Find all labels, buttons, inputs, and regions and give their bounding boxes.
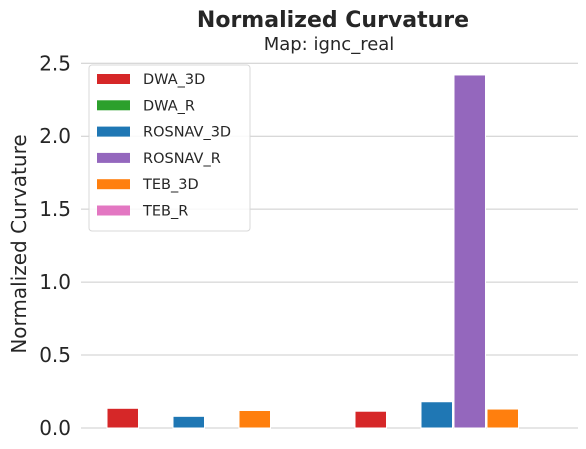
y-tick-label: 0.5 [39,343,71,367]
y-tick-label: 1.5 [39,197,71,221]
y-tick-labels: 0.0 0.5 1.0 1.5 2.0 2.5 [39,51,71,440]
y-tick-label: 2.5 [39,51,71,75]
bar-dwa-3d-group-1 [106,407,139,429]
chart-title: Normalized Curvature [197,8,469,33]
legend-label: DWA_R [143,98,195,114]
bar-teb-3d-group-1 [238,409,271,429]
bar-rosnav-r-group-2 [453,74,486,429]
bar-rosnav-3d-group-1 [172,415,205,429]
y-tick-label: 1.0 [39,270,71,294]
legend-label: DWA_3D [143,72,205,88]
bar-rosnav-3d-group-2 [420,401,453,429]
chart-subtitle: Map: ignc_real [264,34,395,55]
legend-label: ROSNAV_R [143,151,221,167]
y-axis-label: Normalized Curvature [7,134,31,353]
y-tick-label: 0.0 [39,416,71,440]
legend-swatch [97,205,130,216]
bar-dwa-3d-group-2 [354,410,387,429]
bars [106,74,519,429]
legend-swatch [97,100,130,111]
legend-swatch [97,179,130,190]
legend-swatch [97,126,130,137]
bar-teb-3d-group-2 [486,408,519,429]
legend-swatch [97,74,130,84]
y-tick-label: 2.0 [39,124,71,148]
legend: DWA_3D DWA_R ROSNAV_3D ROSNAV_R TEB_3D TEB_R [88,64,251,232]
legend-label: TEB_3D [142,177,199,193]
legend-swatch [97,152,130,163]
legend-label: TEB_R [142,204,188,220]
legend-label: ROSNAV_3D [143,125,231,141]
